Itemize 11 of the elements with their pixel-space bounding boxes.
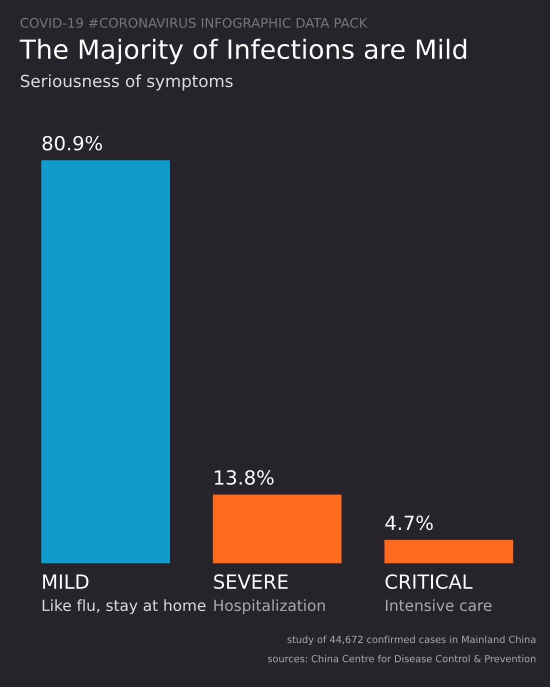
chart-subtitle: Seriousness of symptoms	[20, 74, 233, 91]
x-tick-label: SEVERE Hospitalization	[214, 574, 325, 614]
text: study of 44,672 confirmed cases in Mainland China	[288, 636, 536, 645]
data-label: 80.9%	[42, 136, 102, 151]
x-tick-label: CRITICAL Intensive care	[386, 574, 492, 612]
data-label: 13.8%	[214, 470, 274, 485]
data-label: 4.7%	[385, 515, 433, 530]
chart-title: The Majority of Infections are Mild	[20, 38, 466, 64]
text: COVID-19 #CORONAVIRUS INFOGRAPHIC DATA PACK	[20, 18, 368, 28]
x-tick-label: MILD Like flu, stay at home	[42, 574, 206, 614]
source-note: sources: China Centre for Disease Control & Prevention	[268, 654, 536, 662]
